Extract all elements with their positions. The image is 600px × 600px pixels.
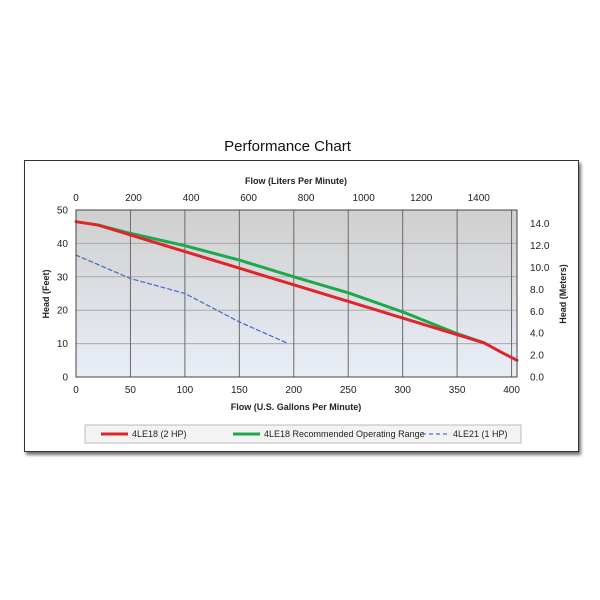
y-tick-label: 20 — [57, 306, 69, 317]
x-tick-label: 350 — [449, 385, 466, 396]
x-tick-label: 300 — [394, 385, 411, 396]
y2-tick-label: 4.0 — [530, 329, 544, 340]
x2-tick-label: 0 — [73, 193, 79, 204]
legend-label-3: 4LE21 (1 HP) — [453, 429, 508, 439]
y2-tick-label: 14.0 — [530, 219, 550, 230]
y-axis-title: Head (Feet) — [41, 269, 51, 318]
x2-tick-label: 400 — [183, 193, 200, 204]
tick-labels: 0 10 20 30 40 50 0 50 100 150 200 250 300 350 400 0 200 4… — [57, 193, 550, 396]
series-line-2 — [96, 223, 486, 345]
y2-tick-label: 6.0 — [530, 307, 544, 318]
plot-border — [75, 209, 518, 378]
x-tick-label: 0 — [73, 385, 79, 396]
legend-label-2: 4LE18 Recommended Operating Range — [264, 429, 425, 439]
y-tick-label: 10 — [57, 339, 69, 350]
y2-tick-label: 0.0 — [530, 373, 544, 384]
series-line-1 — [74, 220, 519, 362]
y2-tick-label: 2.0 — [530, 351, 544, 362]
y2-tick-label: 10.0 — [530, 263, 550, 274]
x-tick-label: 150 — [231, 385, 248, 396]
y-tick-label: 50 — [57, 206, 69, 217]
x2-tick-label: 1400 — [468, 193, 491, 204]
y2-tick-label: 8.0 — [530, 285, 544, 296]
legend: 4LE18 (2 HP) 4LE18 Recommended Operating … — [101, 429, 508, 439]
y2-tick-label: 12.0 — [530, 241, 550, 252]
x2-tick-label: 800 — [298, 193, 315, 204]
chart-title: Performance Chart — [224, 138, 351, 155]
x-tick-label: 250 — [340, 385, 357, 396]
y-tick-label: 0 — [62, 373, 68, 384]
x2-tick-label: 600 — [240, 193, 257, 204]
y-tick-label: 40 — [57, 239, 69, 250]
x-tick-label: 50 — [125, 385, 137, 396]
series-line-3 — [75, 254, 289, 345]
legend-label-1: 4LE18 (2 HP) — [132, 429, 187, 439]
y-tick-label: 30 — [57, 272, 69, 283]
x-axis-title: Flow (U.S. Gallons Per Minute) — [231, 402, 362, 412]
x2-axis-title: Flow (Liters Per Minute) — [245, 176, 347, 186]
x2-tick-label: 1200 — [410, 193, 433, 204]
x-tick-label: 400 — [503, 385, 520, 396]
x2-tick-label: 1000 — [353, 193, 376, 204]
legend-box — [84, 424, 522, 444]
series-lines — [74, 220, 519, 362]
x-tick-label: 200 — [285, 385, 302, 396]
x2-tick-label: 200 — [125, 193, 142, 204]
x-tick-label: 100 — [177, 385, 194, 396]
y2-axis-title: Head (Meters) — [558, 264, 568, 324]
